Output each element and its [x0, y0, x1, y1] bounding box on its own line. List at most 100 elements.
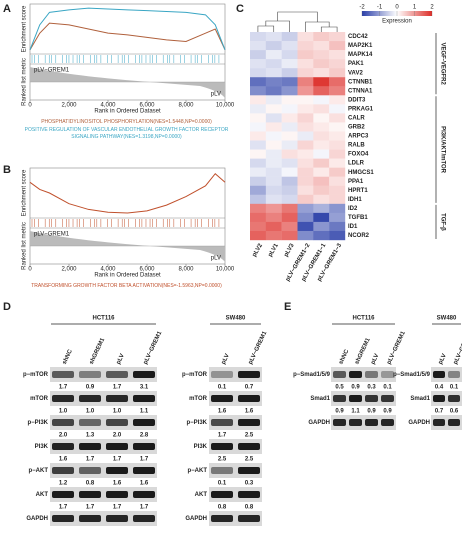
band [333, 371, 346, 378]
lane-label: shGREM1 [354, 337, 372, 366]
dendrogram [277, 11, 318, 22]
colorbar-tick-label: -1 [377, 5, 383, 11]
group-label: VEGF-VEGFR2 [439, 42, 445, 85]
heat-cell [297, 50, 314, 60]
heat-cell [281, 86, 298, 96]
heat-cell [313, 203, 330, 214]
blot-background [50, 511, 157, 526]
heat-cell [297, 230, 314, 241]
heat-cell [250, 59, 267, 69]
blot-background [431, 415, 462, 430]
band [52, 515, 74, 522]
row-label: GRB2 [348, 125, 365, 131]
heat-cell [329, 167, 346, 177]
heat-cell [281, 113, 298, 123]
group-label: pLV−GREM1 [34, 232, 70, 238]
blot-background [209, 391, 262, 406]
ranked-metric [30, 67, 225, 98]
band [106, 515, 128, 522]
heat-cell [250, 212, 267, 223]
quantification: 0.9 [86, 385, 95, 391]
band [79, 515, 101, 522]
protein-label: GAPDH [308, 420, 330, 426]
heat-cell [329, 185, 346, 195]
y-axis-label: Enrichment score [22, 5, 28, 52]
band [211, 371, 233, 378]
heat-cell [329, 113, 346, 123]
band [211, 515, 233, 522]
quantification: 1.7 [140, 457, 149, 463]
quantification: 2.5 [218, 457, 227, 463]
protein-label: p−Smad1/5/9 [393, 372, 431, 378]
heat-cell [250, 77, 267, 87]
band [433, 371, 445, 378]
band [211, 491, 233, 498]
row-label: ARPC3 [348, 134, 369, 140]
heat-cell [265, 158, 282, 168]
heat-cell [265, 50, 282, 60]
lane-label: pLV [221, 353, 231, 365]
heat-cell [250, 221, 267, 232]
row-label: CALR [348, 115, 365, 121]
band [52, 491, 74, 498]
heat-cell [297, 212, 314, 223]
heat-cell [329, 230, 346, 241]
protein-label: AKT [195, 492, 208, 498]
quantification: 1.0 [86, 409, 95, 415]
heat-cell [281, 131, 298, 141]
heat-cell [313, 68, 330, 78]
heat-cell [265, 212, 282, 223]
quantification: 0.9 [367, 409, 376, 415]
band [106, 371, 128, 378]
band [106, 491, 128, 498]
quantification: 1.7 [113, 505, 122, 511]
heat-cell [265, 41, 282, 51]
protein-label: GAPDH [408, 420, 430, 426]
dendrogram [320, 26, 338, 32]
band [349, 395, 362, 402]
lane-label: shGREM1 [89, 337, 107, 366]
heat-cell [250, 122, 267, 132]
x-tick-label: 0 [28, 267, 32, 273]
heat-cell [297, 32, 314, 42]
quantification: 1.6 [245, 409, 254, 415]
colorbar-tick-label: 2 [430, 5, 434, 11]
band [52, 467, 74, 474]
x-tick-label: 2,000 [61, 103, 77, 109]
band [106, 419, 128, 426]
heat-cell [313, 50, 330, 60]
row-label: IDH1 [348, 197, 362, 203]
cell-line-label: HCT116 [92, 316, 115, 322]
row-label: FOXO4 [348, 152, 369, 158]
column-label: pLV3 [283, 242, 296, 258]
row-label: CTNNA1 [348, 88, 373, 94]
lane-label: pLV−GREM1 [386, 330, 407, 366]
row-label: MAPK14 [348, 52, 373, 58]
heat-cell [250, 32, 267, 42]
group-label: pLV [211, 92, 221, 98]
heat-cell [297, 59, 314, 69]
quantification: 0.1 [450, 385, 459, 391]
heat-cell [250, 167, 267, 177]
heat-cell [313, 95, 330, 105]
band [79, 467, 101, 474]
heat-cell [297, 41, 314, 51]
heat-cell [329, 176, 346, 186]
protein-label: Smad1 [410, 396, 430, 402]
heat-cell [297, 86, 314, 96]
quantification: 1.2 [59, 481, 68, 487]
band [79, 443, 101, 450]
heat-cell [329, 122, 346, 132]
x-axis-label: Rank in Ordered Dataset [94, 273, 161, 279]
band [238, 491, 260, 498]
heat-cell [281, 149, 298, 159]
heat-cell [265, 122, 282, 132]
x-tick-label: 4,000 [100, 267, 116, 273]
group-label: pLV [211, 256, 221, 262]
band [365, 395, 378, 402]
blot-background [331, 367, 396, 382]
heat-cell [329, 158, 346, 168]
quantification: 1.0 [59, 409, 68, 415]
protein-label: p−AKT [29, 468, 49, 474]
heat-cell [297, 185, 314, 195]
